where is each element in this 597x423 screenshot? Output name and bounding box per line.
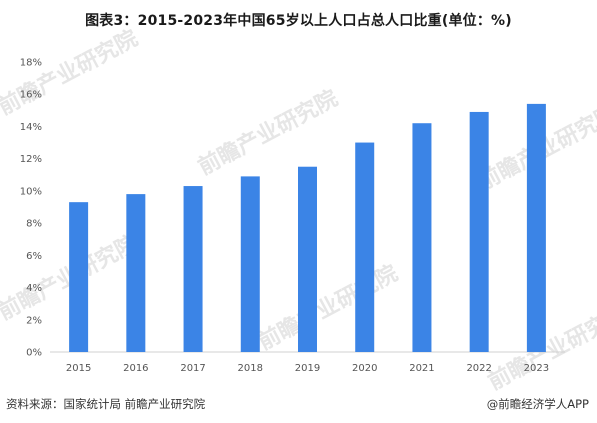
x-tick-label: 2023 <box>524 363 549 374</box>
y-tick-label: 10% <box>20 186 42 197</box>
y-tick-label: 2% <box>26 315 42 326</box>
y-tick-label: 16% <box>20 90 42 101</box>
x-tick-label: 2017 <box>180 363 205 374</box>
bar <box>183 186 203 352</box>
bar <box>355 142 375 352</box>
bar <box>298 166 317 352</box>
bar <box>412 123 432 352</box>
x-tick-label: 2018 <box>238 363 263 374</box>
y-tick-label: 8% <box>26 219 42 230</box>
x-tick-label: 2022 <box>466 363 491 374</box>
bar <box>526 103 546 352</box>
x-tick-label: 2015 <box>66 363 91 374</box>
y-tick-label: 14% <box>20 122 42 133</box>
y-tick-label: 18% <box>20 58 42 69</box>
bar <box>126 194 146 352</box>
bar <box>469 111 489 352</box>
chart-title: 图表3：2015-2023年中国65岁以上人口占总人口比重(单位：%) <box>85 13 512 29</box>
x-tick-label: 2016 <box>123 363 148 374</box>
x-tick-label: 2020 <box>352 363 377 374</box>
y-tick-label: 0% <box>26 348 42 359</box>
publisher-credit: @前瞻经济学人APP <box>486 397 589 411</box>
y-tick-label: 6% <box>26 251 42 262</box>
bar <box>69 202 89 352</box>
x-tick-label: 2021 <box>409 363 434 374</box>
bar <box>240 176 260 352</box>
y-tick-label: 12% <box>20 154 42 165</box>
source-note: 资料来源：国家统计局 前瞻产业研究院 <box>6 397 206 411</box>
y-tick-label: 4% <box>26 283 42 294</box>
x-tick-label: 2019 <box>295 363 320 374</box>
